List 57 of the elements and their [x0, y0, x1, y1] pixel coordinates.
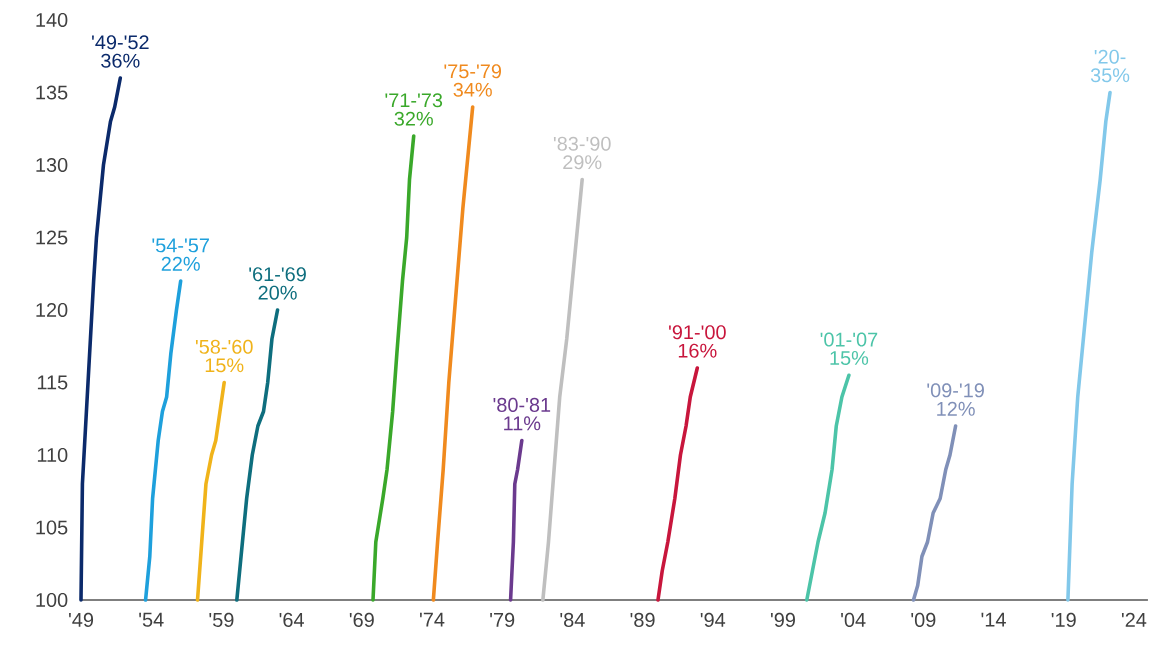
series-label: '61-'69: [249, 267, 306, 282]
x-tick-label: '19: [1051, 612, 1076, 627]
line-series: [911, 424, 958, 602]
series-label: '75-'79: [444, 64, 502, 79]
annotation: 16%: [678, 343, 717, 358]
line-series: [195, 380, 226, 602]
x-tick-label: '89: [630, 612, 655, 627]
x-tick-label: '59: [209, 612, 234, 627]
annotation: 36%: [101, 53, 140, 68]
x-tick-label: '94: [700, 612, 726, 627]
line-series: [143, 279, 183, 602]
x-tick-label: '49: [69, 612, 94, 627]
y-tick-label: 105: [36, 520, 68, 535]
series-label: '58-'60: [195, 339, 253, 354]
annotation: 22%: [161, 256, 200, 271]
series-label: '83-'90: [553, 136, 611, 151]
x-tick-label: '24: [1121, 612, 1147, 627]
y-tick-label: 130: [36, 157, 68, 173]
annotation: 20%: [258, 285, 297, 300]
x-tick-label: '54: [139, 612, 164, 627]
line-series: [804, 373, 851, 602]
annotation: 29%: [563, 155, 602, 170]
series-label: '49-'52: [92, 35, 149, 50]
series-label: '20-: [1094, 49, 1126, 64]
x-tick-label: '14: [981, 612, 1006, 627]
x-tick-label: '69: [349, 612, 374, 627]
y-tick-label: 100: [36, 592, 68, 608]
x-tick-label: '99: [770, 612, 795, 627]
x-tick-label: '64: [279, 612, 304, 627]
series-label: '01-'07: [820, 332, 878, 347]
line-series: [371, 134, 416, 602]
series-label: '91-'00: [669, 325, 726, 340]
y-tick-label: 125: [36, 230, 68, 245]
x-tick-label: '09: [911, 612, 936, 627]
annotation: 35%: [1090, 68, 1130, 83]
y-tick-label: 120: [36, 302, 68, 318]
annotation: 11%: [504, 416, 541, 431]
series-label: '54-'57: [152, 238, 209, 253]
y-tick-label: 135: [36, 85, 68, 100]
y-tick-label: 115: [37, 375, 68, 390]
annotation: 34%: [453, 82, 492, 97]
annotation: 12%: [937, 401, 975, 416]
line-series: [79, 76, 123, 602]
x-tick-label: '04: [841, 612, 866, 627]
series-label: '09-'19: [927, 383, 984, 398]
annotation: 32%: [394, 111, 433, 126]
y-tick-label: 110: [37, 447, 68, 463]
line-series: [508, 438, 524, 602]
x-tick-label: '79: [490, 612, 515, 627]
x-tick-label: '84: [560, 612, 585, 627]
x-tick-label: '74: [420, 612, 445, 627]
y-tick-label: 140: [36, 12, 68, 28]
line-series: [656, 366, 700, 602]
annotation: 15%: [830, 351, 869, 366]
series-label: '80-'81: [493, 397, 551, 412]
annotation: 15%: [205, 358, 244, 373]
series-label: '71-'73: [385, 93, 443, 108]
